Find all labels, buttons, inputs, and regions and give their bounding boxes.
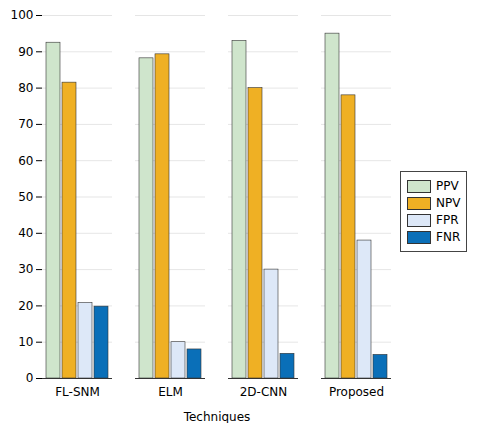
html-text:NPV: NPV: [436, 196, 461, 210]
html-text:FNR: FNR: [436, 230, 461, 244]
svg-text:FL-SNM: FL-SNM: [55, 385, 100, 399]
svg-text:80: 80: [18, 81, 33, 95]
svg-text:Techniques: Techniques: [183, 410, 251, 423]
svg-text:10: 10: [18, 335, 33, 349]
svg-text:40: 40: [18, 226, 33, 240]
svg-text:100: 100: [11, 8, 34, 22]
svg-text:90: 90: [18, 45, 33, 59]
svg-text:50: 50: [18, 190, 33, 204]
html-text:FPR: FPR: [436, 213, 459, 227]
svg-text:0: 0: [26, 371, 34, 385]
svg-text:20: 20: [18, 299, 33, 313]
svg-text:ELM: ELM: [158, 385, 183, 399]
html-text:PPV: PPV: [436, 179, 459, 193]
svg-text:Proposed: Proposed: [329, 385, 384, 399]
svg-text:30: 30: [18, 262, 33, 276]
svg-text:60: 60: [18, 154, 33, 168]
svg-text:70: 70: [18, 117, 33, 131]
svg-text:2D-CNN: 2D-CNN: [240, 385, 288, 399]
